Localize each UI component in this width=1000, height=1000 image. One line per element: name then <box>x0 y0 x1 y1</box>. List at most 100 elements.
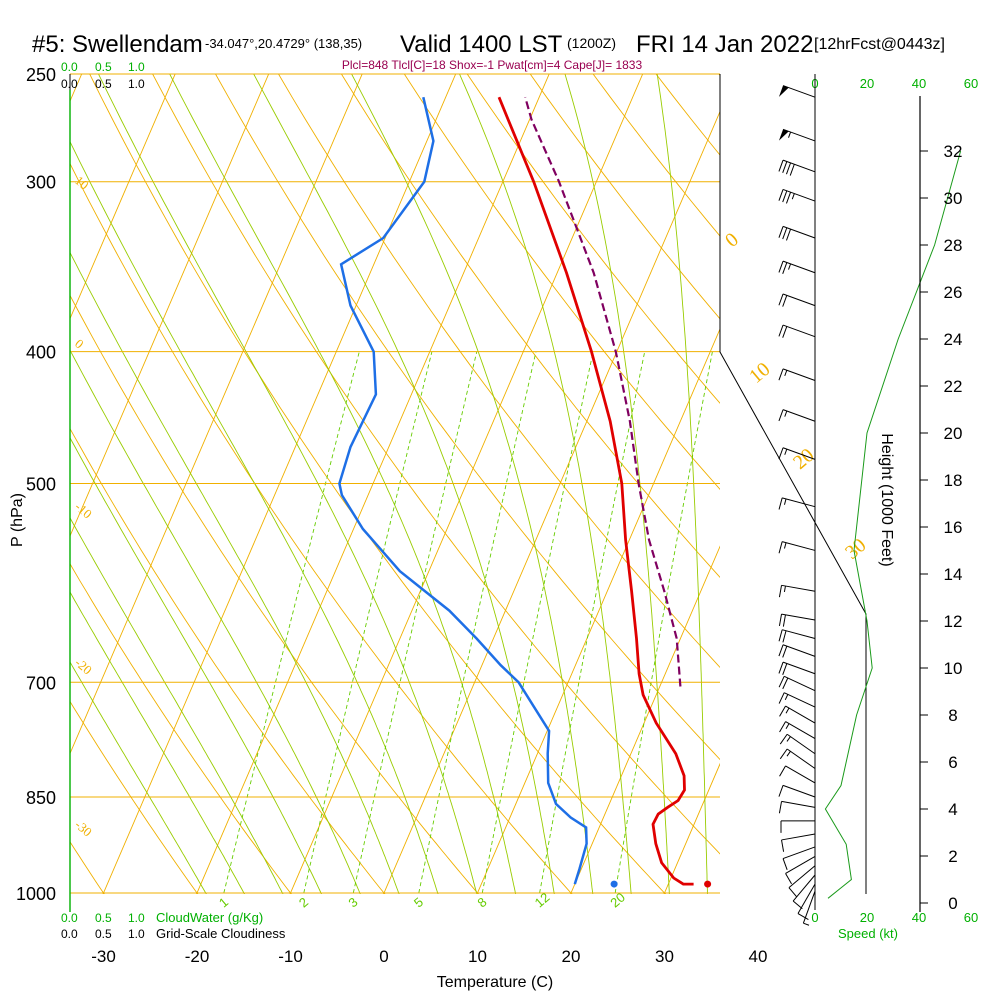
mixing-ratio-line <box>352 351 478 894</box>
temperature-tick-label: 0 <box>379 947 388 966</box>
barb-flag <box>779 721 786 733</box>
height-tick-label: 10 <box>944 659 963 678</box>
cloudiness-label: Grid-Scale Cloudiness <box>156 926 286 941</box>
barb-flag <box>778 324 784 337</box>
barb-staff <box>781 833 816 841</box>
moist-adiabat-line <box>97 74 478 894</box>
barb-half-flag <box>783 498 787 505</box>
dry-adiabat-label: 10 <box>745 358 774 388</box>
barb-flag <box>785 162 792 175</box>
speed-tick-bottom: 60 <box>964 910 978 925</box>
pressure-tick-label: 300 <box>26 173 56 193</box>
isotherm-line <box>70 74 363 755</box>
barb-pennant <box>778 85 789 97</box>
y2-axis-title: Height (1000 Feet) <box>878 433 895 566</box>
barb-flag <box>782 858 788 871</box>
barb-half-flag <box>783 542 787 549</box>
wind-barb <box>778 541 816 554</box>
title-forecast: [12hrFcst@0443z] <box>814 36 945 53</box>
title-valid-z: (1200Z) <box>567 35 616 51</box>
mixing-ratio-label: 1 <box>216 894 231 910</box>
height-tick-label: 2 <box>948 847 957 866</box>
barb-flag <box>782 227 788 240</box>
barb-flag <box>778 801 783 814</box>
barb-flag <box>779 765 786 777</box>
moist-adiabat-line <box>726 0 746 922</box>
barb-flag <box>782 161 788 173</box>
isotherm-line <box>570 545 720 894</box>
barb-staff <box>782 85 816 98</box>
dry-adiabat-line <box>737 0 1000 922</box>
moist-adiabat-line <box>656 74 708 894</box>
mixing-ratio-line <box>223 351 360 894</box>
barb-staff <box>782 846 816 860</box>
wind-barb <box>778 293 816 307</box>
wind-barb <box>778 661 816 675</box>
barb-half-flag <box>784 370 788 377</box>
wind-barb <box>778 675 816 692</box>
wind-barb <box>779 705 816 724</box>
x-axis: -30 -20 -10 0 10 20 30 40 <box>91 947 767 966</box>
height-tick-label: 18 <box>944 471 963 490</box>
barb-staff <box>782 541 816 551</box>
barb-staff <box>782 159 816 173</box>
temperature-tick-label: 20 <box>562 947 581 966</box>
barb-half-flag <box>786 736 791 742</box>
temperature-tick-label: 40 <box>749 947 768 966</box>
temperature-tick-label: -20 <box>185 947 210 966</box>
cloudiness-tick-top: 0.5 <box>95 77 112 91</box>
cloudwater-tick-bottom: 0.0 <box>61 911 78 925</box>
pressure-tick-label: 850 <box>26 788 56 808</box>
barb-flag <box>782 326 788 338</box>
isotherm-label: -20 <box>72 655 95 678</box>
barb-flag <box>782 630 787 643</box>
pressure-tick-label: 400 <box>26 343 56 363</box>
barb-flag <box>778 585 783 598</box>
indices-line: Plcl=848 Tlcl[C]=18 Shox=-1 Pwat[cm]=4 C… <box>342 58 643 72</box>
barb-half-flag <box>788 131 792 138</box>
title-valid: Valid 1400 LST <box>400 31 563 58</box>
moist-adiabat-line <box>70 436 322 894</box>
wind-barb <box>778 159 816 176</box>
cloudwater-label: CloudWater (g/Kg) <box>156 910 263 925</box>
barb-staff <box>782 225 816 239</box>
barb-staff <box>782 409 816 422</box>
barb-flag <box>778 497 783 510</box>
barb-half-flag <box>784 410 788 417</box>
height-tick-label: 0 <box>948 894 957 913</box>
dry-adiabat-line <box>277 74 720 669</box>
speed-tick-top: 40 <box>912 76 926 91</box>
barb-flag <box>778 293 784 306</box>
barb-staff <box>782 260 816 274</box>
barb-staff <box>782 188 816 202</box>
dry-adiabat-line <box>89 74 667 894</box>
wind-barb <box>778 629 816 643</box>
speed-axis-label: Speed (kt) <box>838 926 898 941</box>
cloudwater-tick-top: 1.0 <box>128 60 145 74</box>
temperature-profile-line <box>497 96 694 886</box>
wind-barb <box>778 644 816 658</box>
height-tick-label: 6 <box>948 753 957 772</box>
wind-barb <box>779 765 816 784</box>
pressure-tick-label: 500 <box>26 475 56 495</box>
dry-adiabat-line <box>70 294 479 894</box>
barb-half-flag <box>785 707 790 714</box>
cloudwater-tick-top: 0.0 <box>61 60 78 74</box>
barb-flag <box>778 260 784 273</box>
wind-barb <box>779 721 816 740</box>
cloudiness-tick-bottom: 0.0 <box>61 927 78 941</box>
barb-half-flag <box>803 922 810 926</box>
dry-adiabat-line <box>403 74 720 490</box>
barb-flag <box>778 409 784 422</box>
thermo-grid <box>70 0 1000 922</box>
height-tick-label: 20 <box>944 424 963 443</box>
moist-adiabat-line <box>70 140 439 894</box>
dry-adiabat-line <box>214 74 720 761</box>
barb-staff <box>782 497 816 508</box>
barb-half-flag <box>784 448 788 455</box>
height-tick-label: 26 <box>944 283 963 302</box>
wind-barb <box>778 409 816 422</box>
speed-tick-top: 60 <box>964 76 978 91</box>
wind-barb <box>778 225 816 241</box>
